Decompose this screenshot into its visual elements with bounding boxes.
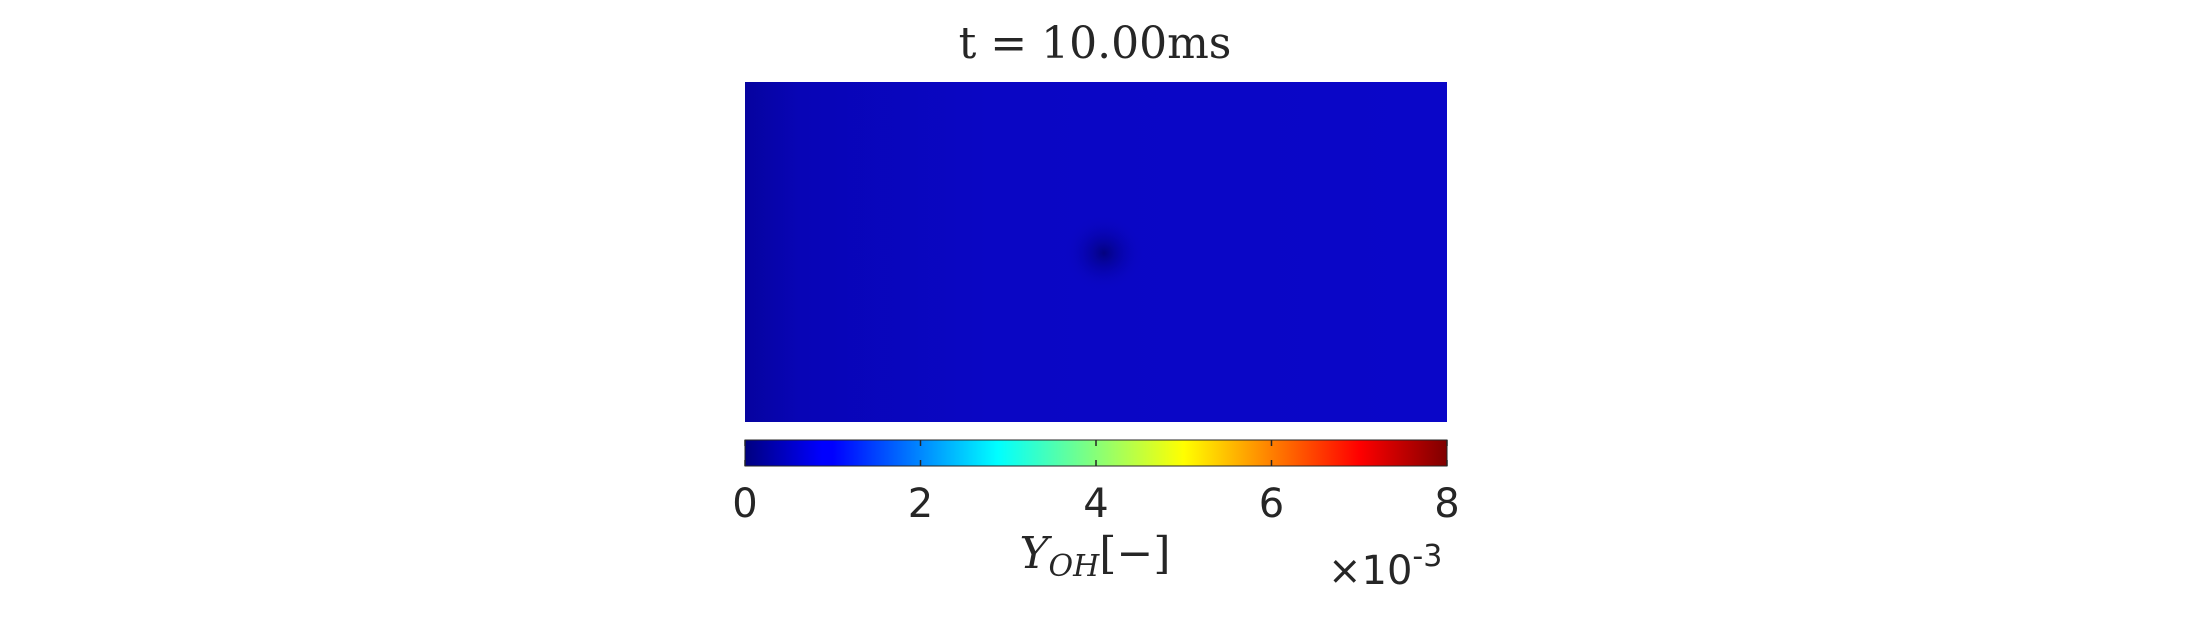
heatmap-low-spot [1064,215,1144,291]
colorbar-multiplier-prefix: ×10 [1328,548,1412,594]
colorbar-label-unit: [−] [1099,528,1170,579]
colorbar-tick-label: 2 [908,481,933,527]
colorbar-multiplier: ×10-3 [1328,539,1442,594]
colorbar-multiplier-exponent: -3 [1412,539,1442,574]
colorbar-tick-label: 8 [1434,481,1459,527]
colorbar-tick-labels: 0 2 4 6 8 [732,481,1459,527]
colorbar-label-sub: OH [1049,549,1101,584]
colorbar-label-main: Y [1019,528,1052,579]
colorbar-tick-label: 6 [1259,481,1284,527]
colorbar: 0 2 4 6 8 [732,439,1460,527]
colorbar-tick-label: 4 [1083,481,1108,527]
heatmap-field [745,82,1447,422]
chart-title: t = 10.00ms [959,18,1232,69]
colorbar-tick-label: 0 [732,481,757,527]
colorbar-label: YOH[−] [1019,528,1170,584]
colorbar-ticks [744,440,1448,466]
